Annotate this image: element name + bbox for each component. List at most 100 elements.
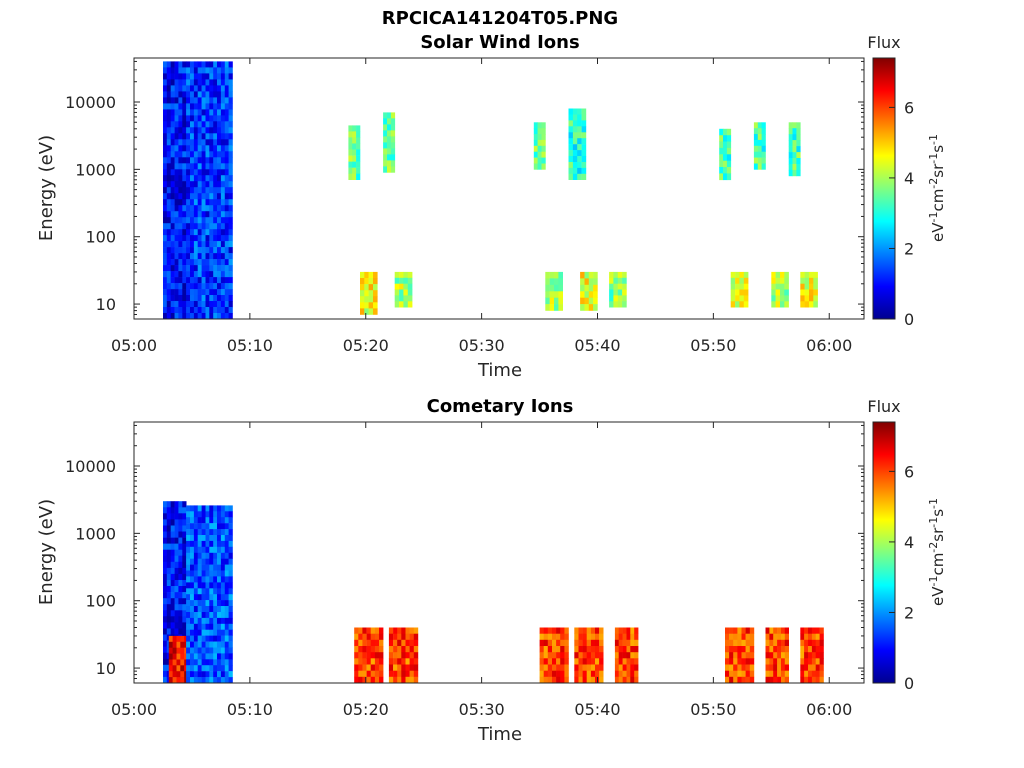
- heatmap-cell: [201, 115, 206, 122]
- heatmap-cell: [729, 633, 734, 641]
- heatmap-cell: [201, 313, 206, 320]
- heatmap-cell: [405, 633, 410, 641]
- heatmap-cell: [224, 511, 229, 518]
- heatmap-cell: [580, 271, 585, 279]
- heatmap-cell: [584, 271, 590, 279]
- heatmap-cell: [209, 241, 214, 248]
- heatmap-cell: [190, 241, 195, 248]
- heatmap-cell: [201, 289, 206, 296]
- heatmap-cell: [577, 144, 582, 151]
- heatmap-cell: [356, 173, 361, 180]
- heatmap-cell: [201, 79, 206, 86]
- heatmap-cell: [804, 271, 810, 279]
- heatmap-cell: [228, 546, 233, 553]
- heatmap-cell: [170, 253, 175, 260]
- heatmap-cell: [769, 627, 774, 634]
- heatmap-cell: [209, 289, 214, 296]
- heatmap-cell: [769, 633, 774, 641]
- heatmap-cell: [217, 659, 222, 666]
- heatmap-cell: [773, 670, 778, 678]
- heatmap-cell: [205, 277, 210, 284]
- heatmap-cell: [213, 529, 218, 536]
- heatmap-cell: [808, 676, 813, 684]
- heatmap-cell: [174, 235, 179, 242]
- heatmap-cell: [170, 301, 175, 308]
- heatmap-cell: [224, 659, 229, 666]
- heatmap-cell: [197, 635, 202, 642]
- heatmap-cell: [201, 665, 206, 672]
- heatmap-cell: [224, 647, 229, 654]
- heatmap-cell: [819, 670, 824, 678]
- heatmap-cell: [190, 211, 195, 218]
- heatmap-cell: [539, 639, 544, 647]
- heatmap-cell: [543, 652, 549, 659]
- heatmap-cell: [609, 271, 614, 279]
- heatmap-cell: [182, 235, 187, 242]
- heatmap-cell: [228, 523, 233, 530]
- heatmap-cell: [753, 139, 759, 147]
- heatmap-cell: [815, 627, 820, 634]
- heatmap-cell: [586, 639, 592, 647]
- heatmap-cell: [368, 308, 374, 315]
- heatmap-cell: [413, 658, 419, 665]
- heatmap-cell: [201, 169, 206, 176]
- heatmap-cell: [205, 91, 210, 98]
- heatmap-cell: [599, 676, 604, 684]
- heatmap-cell: [217, 121, 222, 128]
- heatmap-cell: [749, 664, 755, 671]
- heatmap-cell: [186, 61, 191, 68]
- heatmap-cell: [719, 135, 724, 142]
- heatmap-cell: [174, 586, 179, 593]
- heatmap-cell: [205, 265, 210, 272]
- heatmap-cell: [217, 677, 222, 684]
- heatmap-cell: [209, 665, 214, 672]
- heatmap-cell: [220, 576, 226, 583]
- heatmap-cell: [176, 677, 181, 684]
- heatmap-cell: [228, 659, 233, 666]
- heatmap-cell: [362, 652, 367, 659]
- heatmap-cell: [403, 289, 408, 296]
- heatmap-cell: [163, 73, 168, 80]
- heatmap-cell: [373, 290, 378, 297]
- heatmap-cell: [186, 205, 191, 212]
- heatmap-cell: [174, 622, 179, 629]
- heatmap-cell: [174, 549, 179, 557]
- heatmap-cell: [224, 73, 229, 80]
- heatmap-cell: [220, 535, 226, 542]
- heatmap-cell: [568, 108, 574, 115]
- heatmap-cell: [228, 647, 233, 654]
- heatmap-cell: [723, 173, 728, 181]
- heatmap-cell: [213, 97, 218, 104]
- heatmap-cell: [174, 199, 179, 206]
- heatmap-cell: [409, 670, 414, 678]
- heatmap-cell: [193, 647, 199, 654]
- heatmap-cell: [554, 278, 559, 286]
- heatmap-cell: [182, 169, 187, 176]
- heatmap-cell: [362, 676, 367, 684]
- heatmap-cell: [543, 664, 549, 671]
- heatmap-cell: [205, 301, 210, 308]
- heatmap-cell: [190, 181, 195, 188]
- heatmap-cell: [180, 647, 185, 654]
- heatmap-cell: [220, 145, 226, 152]
- heatmap-cell: [578, 658, 583, 665]
- heatmap-cell: [354, 676, 359, 684]
- heatmap-cell: [166, 121, 171, 128]
- heatmap-cell: [564, 627, 569, 634]
- heatmap-cell: [178, 622, 183, 629]
- heatmap-cell: [217, 289, 222, 296]
- heatmap-cell: [228, 211, 233, 218]
- heatmap-cell: [182, 628, 187, 635]
- heatmap-cell: [166, 580, 171, 587]
- heatmap-cell: [366, 658, 371, 665]
- heatmap-cell: [201, 163, 206, 170]
- heatmap-cell: [590, 627, 596, 634]
- heatmap-cell: [581, 167, 587, 175]
- heatmap-cell: [178, 573, 183, 581]
- heatmap-cell: [725, 646, 730, 653]
- heatmap-cell: [190, 217, 195, 224]
- heatmap-cell: [362, 664, 367, 671]
- heatmap-cell: [166, 573, 171, 581]
- heatmap-cell: [213, 235, 218, 242]
- heatmap-cell: [201, 247, 206, 254]
